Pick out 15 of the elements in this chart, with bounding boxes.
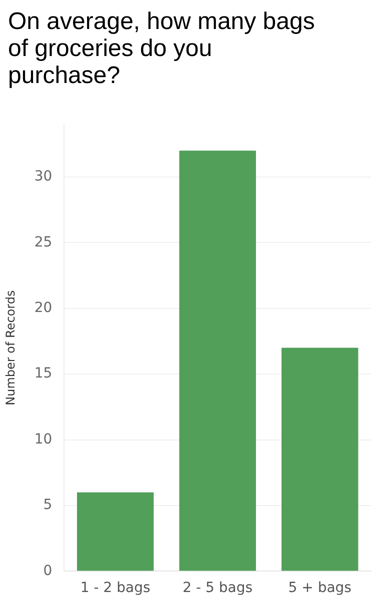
x-tick-label: 5 + bags bbox=[288, 580, 352, 596]
y-tick-label: 20 bbox=[34, 300, 52, 316]
y-tick-label: 10 bbox=[34, 431, 52, 448]
bar bbox=[282, 348, 358, 571]
y-tick-label: 30 bbox=[34, 168, 52, 185]
bar bbox=[179, 150, 256, 571]
y-tick-label: 5 bbox=[43, 497, 52, 514]
y-tick-label: 15 bbox=[34, 366, 52, 382]
bar bbox=[76, 492, 154, 571]
x-tick-label: 1 - 2 bags bbox=[80, 580, 150, 596]
chart-title: On average, how many bags of groceries do you purchase? bbox=[7, 7, 316, 91]
y-axis-title: Number of Records bbox=[3, 290, 18, 406]
y-tick-label: 25 bbox=[34, 234, 52, 250]
x-tick-label: 2 - 5 bags bbox=[182, 580, 253, 596]
y-tick-label: 0 bbox=[43, 562, 52, 579]
